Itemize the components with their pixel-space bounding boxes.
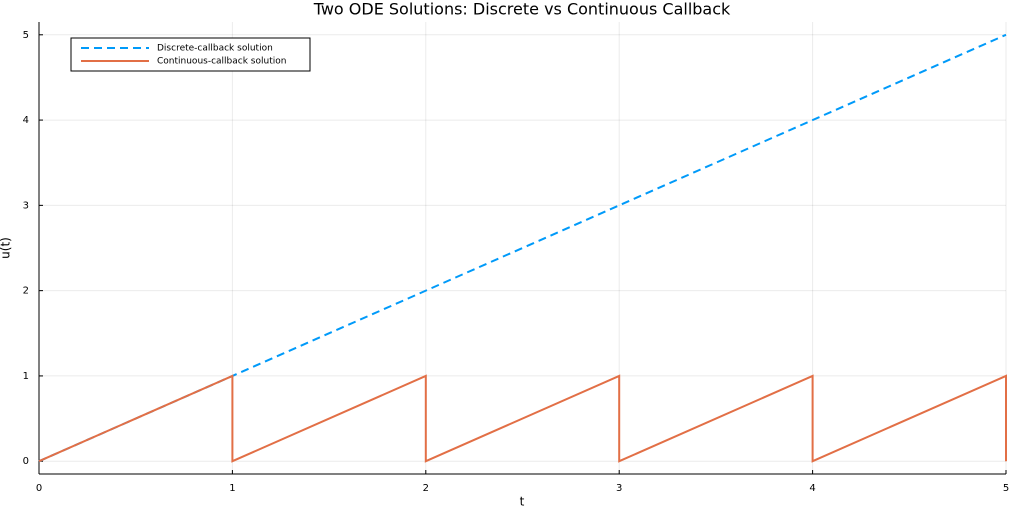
series-line (38, 374, 1007, 463)
x-tick-label: 1 (229, 483, 235, 494)
y-tick-label: 3 (23, 200, 29, 211)
y-axis-label: u(t) (0, 237, 13, 259)
y-tick-label: 4 (23, 115, 29, 126)
legend-box (70, 37, 311, 72)
y-tick-label: 5 (23, 30, 29, 41)
x-tick-label: 5 (1003, 483, 1009, 494)
chart-title: Two ODE Solutions: Discrete vs Continuou… (313, 0, 731, 19)
x-tick-label: 0 (36, 483, 42, 494)
x-tick-label: 3 (616, 483, 622, 494)
y-tick-label: 1 (23, 371, 29, 382)
x-tick-label: 2 (423, 483, 429, 494)
legend-label: Discrete-callback solution (157, 44, 273, 54)
x-tick-label: 4 (809, 483, 815, 494)
legend: Discrete-callback solution Continuous-cal… (70, 37, 311, 72)
y-tick-label: 0 (23, 456, 29, 467)
x-axis-label: t (520, 495, 525, 509)
y-tick-label: 2 (23, 286, 29, 297)
legend-label: Continuous-callback solution (157, 57, 286, 67)
